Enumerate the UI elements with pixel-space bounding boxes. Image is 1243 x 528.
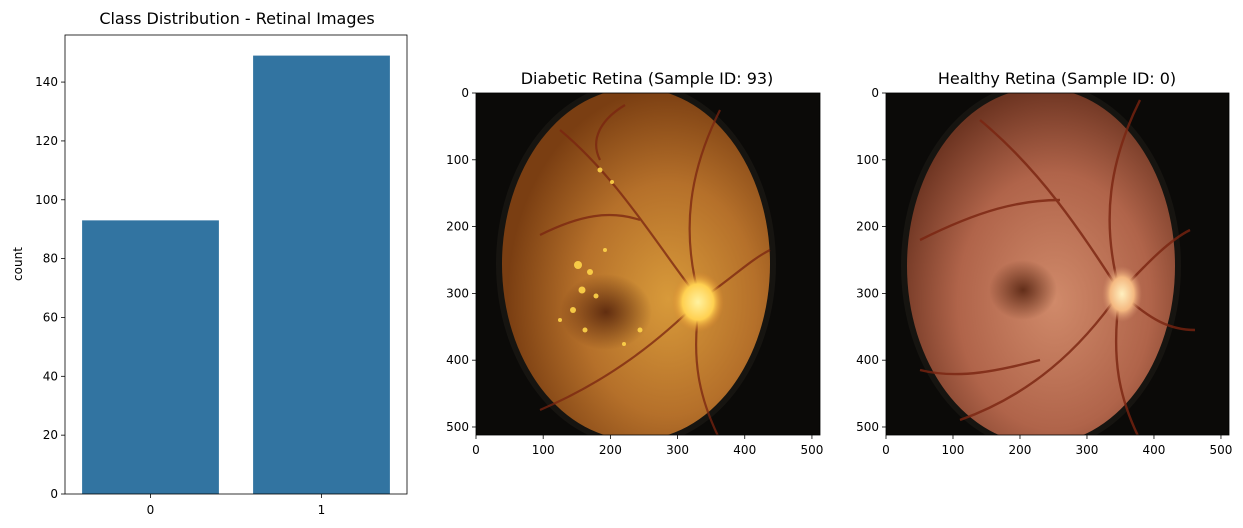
y-tick-label: 100 [446, 153, 469, 167]
diabetic-retina-image [476, 93, 820, 435]
y-tick-label: 100 [35, 193, 58, 207]
bar-1 [253, 55, 390, 494]
x-tick-label: 0 [147, 503, 155, 517]
x-tick-label: 400 [733, 443, 756, 457]
x-tick-label: 500 [800, 443, 823, 457]
x-tick-label: 200 [599, 443, 622, 457]
y-tick-label: 20 [43, 428, 58, 442]
y-tick-label: 100 [856, 153, 879, 167]
y-tick-label: 40 [43, 369, 58, 383]
y-tick-label: 0 [871, 86, 879, 100]
y-tick-label: 60 [43, 310, 58, 324]
x-tick-label: 0 [882, 443, 890, 457]
y-tick-label: 200 [446, 220, 469, 234]
healthy-retina-title: Healthy Retina (Sample ID: 0) [938, 69, 1176, 88]
y-axis-ticks: 0 20 40 60 80 100 120 140 [35, 75, 65, 501]
x-tick-label: 1 [318, 503, 326, 517]
image-frame [885, 92, 1230, 436]
y-tick-label: 120 [35, 134, 58, 148]
x-tick-label: 300 [666, 443, 689, 457]
x-axis-ticks: 0 100 200 300 400 500 [472, 435, 823, 457]
y-tick-label: 0 [461, 86, 469, 100]
y-tick-label: 300 [856, 286, 879, 300]
y-tick-label: 300 [446, 286, 469, 300]
class-distribution-chart: Class Distribution - Retinal Images 0 20 4… [11, 9, 408, 517]
image-frame [475, 92, 821, 436]
y-axis-ticks: 0 100 200 300 400 500 [856, 86, 886, 434]
diabetic-retina-title: Diabetic Retina (Sample ID: 93) [521, 69, 774, 88]
y-tick-label: 500 [446, 420, 469, 434]
y-tick-label: 0 [50, 487, 58, 501]
healthy-retina-panel: Healthy Retina (Sample ID: 0) 0 100 200 300… [856, 69, 1232, 457]
x-tick-label: 100 [532, 443, 555, 457]
y-tick-label: 80 [43, 252, 58, 266]
y-tick-label: 400 [856, 353, 879, 367]
bar-0 [82, 220, 219, 494]
bar-marks [82, 55, 390, 494]
x-tick-label: 400 [1143, 443, 1166, 457]
chart-title: Class Distribution - Retinal Images [99, 9, 374, 28]
y-tick-label: 200 [856, 220, 879, 234]
diabetic-retina-panel: Diabetic Retina (Sample ID: 93) [446, 69, 823, 457]
y-tick-label: 400 [446, 353, 469, 367]
healthy-retina-image [886, 93, 1229, 435]
x-tick-label: 300 [1076, 443, 1099, 457]
y-axis-label: count [11, 247, 25, 281]
x-tick-label: 200 [1009, 443, 1032, 457]
y-tick-label: 500 [856, 420, 879, 434]
plot-frame [64, 34, 408, 495]
x-tick-label: 500 [1210, 443, 1233, 457]
x-axis-ticks: 0 100 200 300 400 500 [882, 435, 1232, 457]
y-axis-ticks: 0 100 200 300 400 500 [446, 86, 476, 434]
x-tick-label: 0 [472, 443, 480, 457]
y-tick-label: 140 [35, 75, 58, 89]
x-tick-label: 100 [942, 443, 965, 457]
